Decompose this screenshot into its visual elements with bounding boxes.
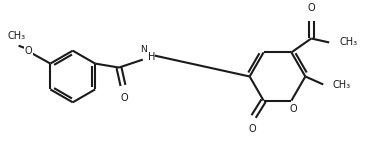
Text: H: H [148, 52, 155, 62]
Text: CH₃: CH₃ [332, 80, 350, 90]
Text: O: O [249, 125, 256, 134]
Text: CH₃: CH₃ [7, 31, 26, 41]
Text: O: O [307, 3, 315, 13]
Text: CH₃: CH₃ [339, 37, 357, 47]
Text: O: O [25, 46, 32, 56]
Text: N: N [140, 45, 147, 54]
Text: O: O [289, 104, 297, 114]
Text: O: O [120, 93, 128, 103]
